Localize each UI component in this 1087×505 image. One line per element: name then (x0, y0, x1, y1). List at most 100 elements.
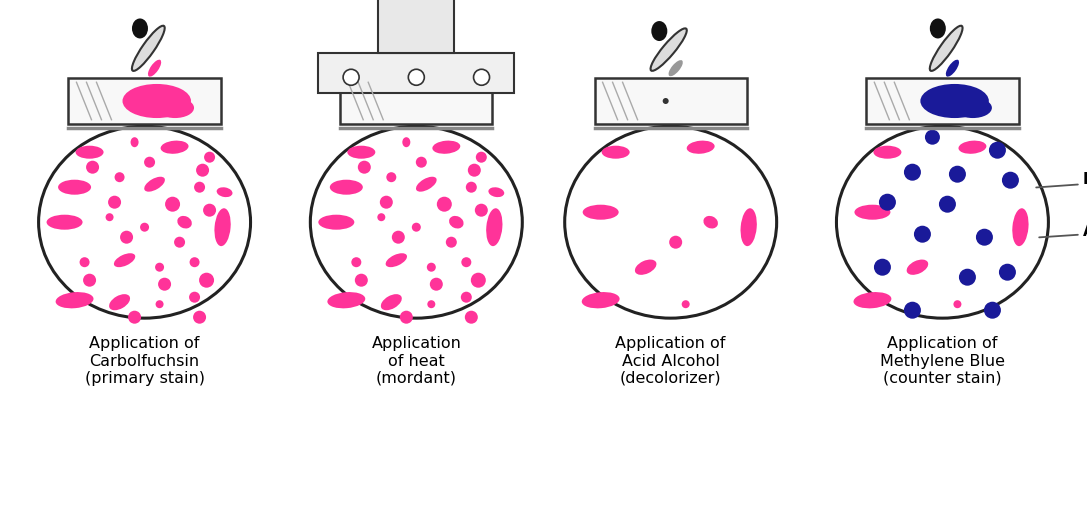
Circle shape (416, 157, 427, 168)
Circle shape (465, 311, 478, 324)
Circle shape (86, 161, 99, 174)
Text: Acid Fast: Acid Fast (1039, 224, 1087, 239)
Circle shape (989, 142, 1005, 159)
Bar (866, 78, 1019, 124)
Ellipse shape (416, 177, 437, 192)
Ellipse shape (380, 294, 402, 310)
Text: Application
of heat
(mordant): Application of heat (mordant) (372, 336, 461, 386)
Ellipse shape (402, 137, 410, 147)
Ellipse shape (311, 126, 522, 318)
Circle shape (379, 196, 392, 209)
Ellipse shape (953, 300, 961, 308)
Circle shape (437, 197, 452, 212)
Ellipse shape (651, 21, 667, 41)
Ellipse shape (669, 60, 683, 76)
Circle shape (999, 264, 1016, 281)
Circle shape (158, 278, 171, 291)
Ellipse shape (130, 137, 138, 147)
Circle shape (343, 69, 359, 85)
Circle shape (358, 161, 371, 174)
Circle shape (874, 259, 891, 276)
Ellipse shape (79, 257, 89, 267)
Ellipse shape (565, 126, 776, 318)
Circle shape (409, 69, 424, 85)
Ellipse shape (583, 205, 619, 220)
Ellipse shape (946, 60, 959, 77)
Circle shape (939, 196, 955, 213)
Ellipse shape (687, 140, 714, 154)
Ellipse shape (650, 28, 687, 71)
Circle shape (429, 278, 442, 291)
Ellipse shape (329, 180, 363, 195)
Circle shape (984, 301, 1001, 319)
Text: Application of
Methylene Blue
(counter stain): Application of Methylene Blue (counter s… (880, 336, 1004, 386)
Ellipse shape (682, 300, 689, 308)
Circle shape (145, 157, 155, 168)
Ellipse shape (109, 294, 130, 310)
Circle shape (475, 204, 488, 217)
Ellipse shape (582, 292, 620, 309)
Ellipse shape (114, 172, 125, 182)
Ellipse shape (954, 97, 992, 118)
Ellipse shape (58, 180, 91, 195)
Bar (378, 0, 454, 53)
Ellipse shape (466, 182, 477, 193)
Ellipse shape (740, 208, 757, 246)
Ellipse shape (195, 182, 205, 193)
Ellipse shape (929, 26, 963, 71)
Ellipse shape (959, 140, 986, 154)
Ellipse shape (1012, 208, 1028, 246)
Ellipse shape (114, 253, 135, 267)
Circle shape (400, 311, 413, 324)
Ellipse shape (177, 216, 191, 228)
Ellipse shape (461, 257, 472, 267)
Ellipse shape (433, 140, 460, 154)
Ellipse shape (348, 146, 375, 159)
Ellipse shape (386, 172, 397, 182)
Text: Application of
Carbolfuchsin
(primary stain): Application of Carbolfuchsin (primary st… (85, 336, 204, 386)
Ellipse shape (921, 84, 989, 118)
Ellipse shape (461, 292, 472, 302)
Circle shape (925, 130, 940, 145)
Ellipse shape (427, 263, 436, 272)
Ellipse shape (449, 216, 463, 228)
Circle shape (879, 194, 896, 211)
Ellipse shape (427, 300, 435, 308)
Circle shape (446, 237, 457, 247)
Ellipse shape (853, 292, 891, 309)
Circle shape (203, 204, 216, 217)
Ellipse shape (318, 215, 354, 230)
Ellipse shape (204, 152, 215, 163)
Ellipse shape (140, 223, 149, 232)
Ellipse shape (155, 263, 164, 272)
Circle shape (959, 269, 976, 286)
Circle shape (120, 231, 133, 244)
Circle shape (949, 166, 966, 183)
Ellipse shape (351, 257, 361, 267)
Circle shape (199, 273, 214, 288)
Ellipse shape (123, 84, 191, 118)
Ellipse shape (907, 260, 928, 275)
Circle shape (471, 273, 486, 288)
Circle shape (354, 274, 367, 287)
Ellipse shape (132, 19, 148, 38)
Bar (340, 78, 492, 124)
Circle shape (467, 164, 480, 177)
Ellipse shape (486, 208, 502, 246)
Ellipse shape (377, 213, 385, 221)
Text: Application of
Acid Alcohol
(decolorizer): Application of Acid Alcohol (decolorizer… (615, 336, 726, 386)
Ellipse shape (488, 187, 504, 197)
Bar (318, 53, 514, 93)
Ellipse shape (148, 60, 161, 77)
Ellipse shape (155, 300, 163, 308)
Ellipse shape (874, 146, 901, 159)
Ellipse shape (854, 205, 890, 220)
Ellipse shape (703, 216, 717, 228)
Circle shape (196, 164, 209, 177)
Ellipse shape (214, 208, 230, 246)
Ellipse shape (76, 146, 103, 159)
Ellipse shape (929, 19, 946, 38)
Ellipse shape (635, 260, 657, 275)
Ellipse shape (105, 213, 113, 221)
Circle shape (174, 237, 185, 247)
